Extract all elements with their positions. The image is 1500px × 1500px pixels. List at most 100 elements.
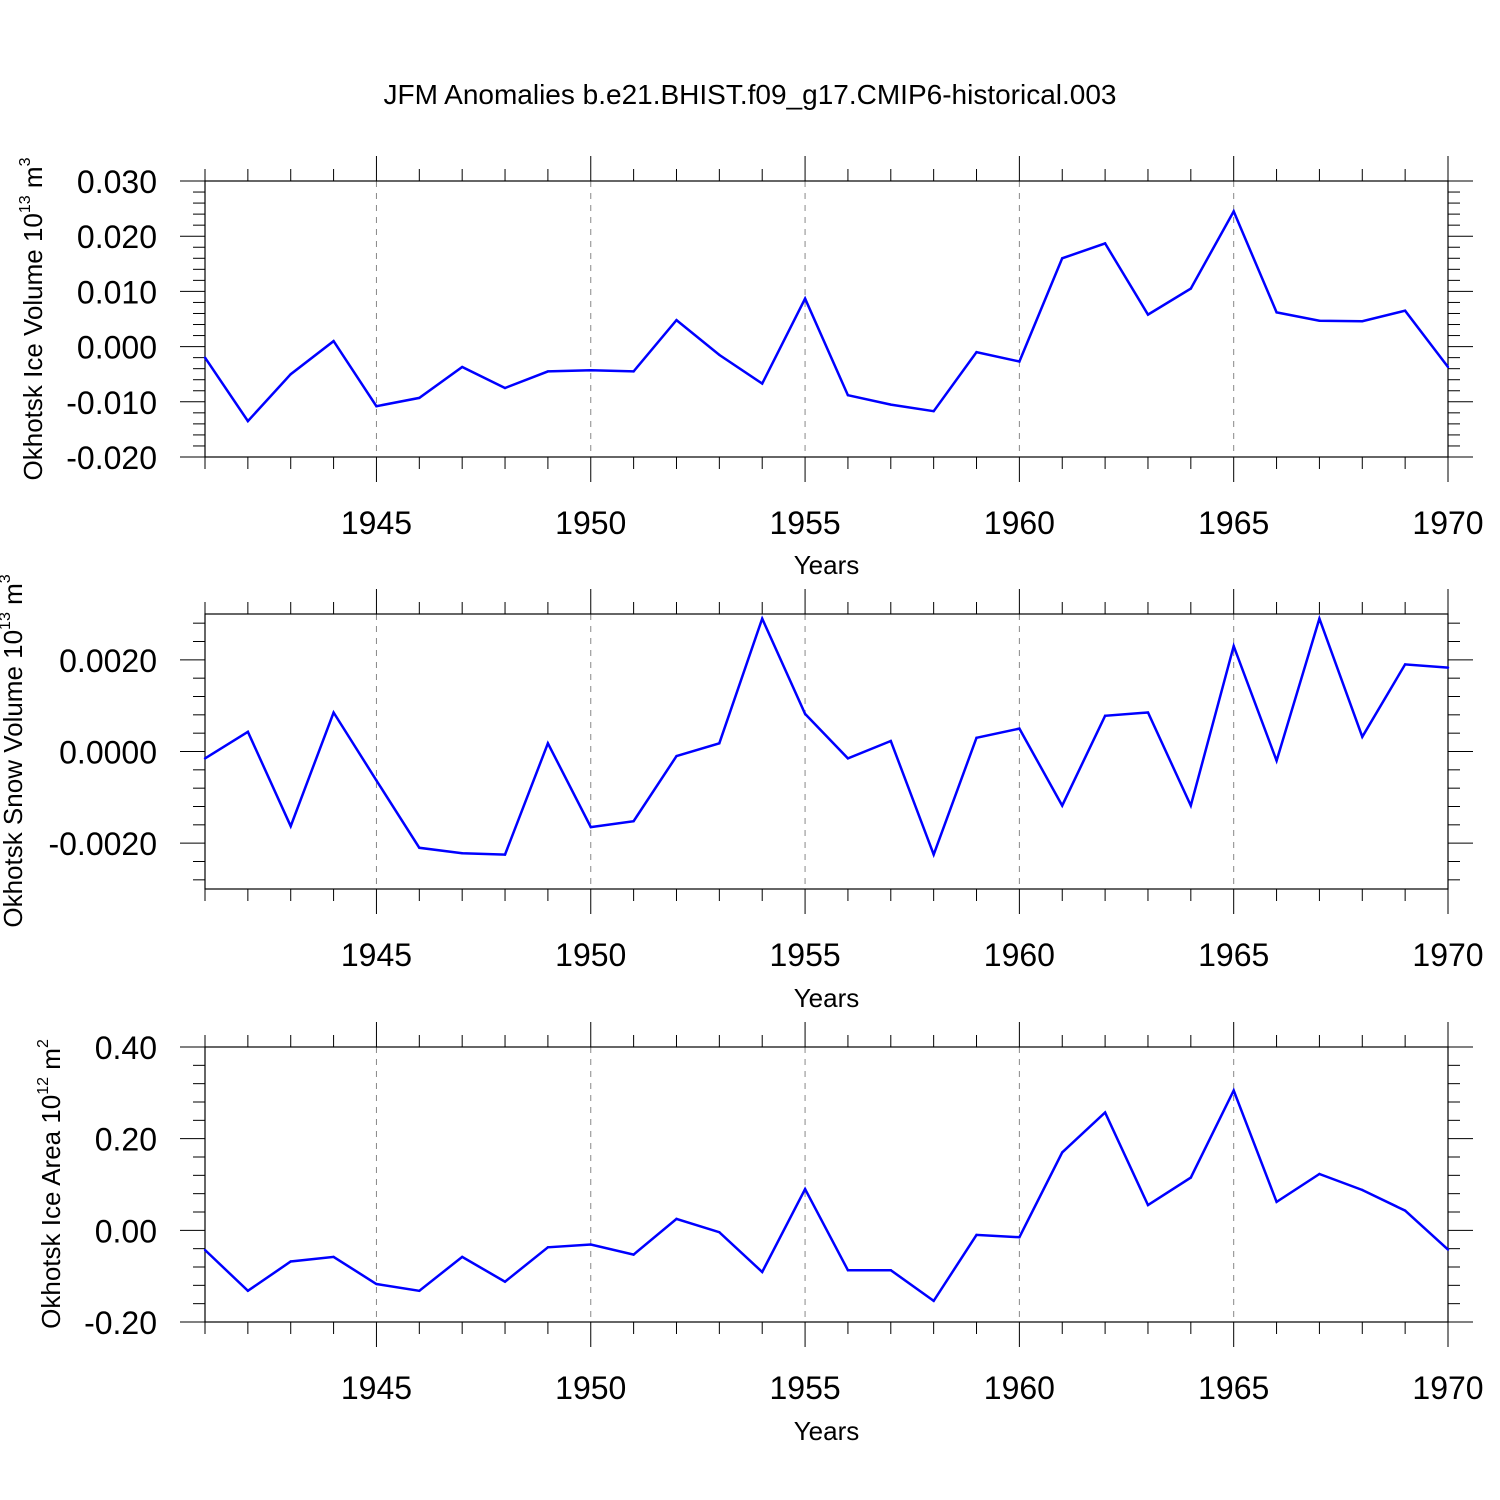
y-tick-label: 0.020 [77,219,157,255]
y-tick-label: 0.010 [77,274,157,310]
y-axis-label-text: Okhotsk Ice Area 10 [36,1095,66,1329]
data-point [418,1289,421,1293]
y-axis-label-text: Okhotsk Snow Volume 10 [0,630,28,928]
data-point [718,353,721,357]
data-point [546,1246,550,1249]
data-point [1275,759,1278,762]
data-point [1146,711,1150,714]
plot-frame [204,613,1449,890]
x-tick-label: 1970 [1412,937,1483,973]
data-point [332,1255,335,1259]
data-point [632,370,635,373]
data-point [803,297,807,300]
x-tick-label: 1960 [984,1370,1055,1406]
data-point [289,1260,292,1263]
plot-frame [204,180,1449,458]
data-point [1103,1111,1107,1114]
y-tick-label: -0.010 [66,385,157,421]
data-point [589,1243,592,1246]
x-tick-label: 1955 [769,1370,840,1406]
y-axis-label-unit-exponent: 3 [0,574,14,583]
data-point [975,1233,978,1237]
data-point [1146,1203,1150,1207]
data-point [803,1187,807,1191]
x-tick-label: 1970 [1412,1370,1483,1406]
y-axis-label: Okhotsk Ice Volume 1013 m3 [17,157,48,480]
data-point [589,825,592,829]
data-point [1061,804,1064,807]
data-point [1446,1248,1450,1251]
data-point [332,339,335,343]
data-point [1061,257,1064,260]
data-point [1189,287,1193,290]
data-point [546,370,550,373]
data-point [1275,311,1278,314]
data-point [889,739,892,743]
data-point [589,369,592,372]
data-point [718,1230,721,1234]
data-point [1103,242,1107,245]
y-tick-label: 0.0000 [59,735,157,771]
data-point [203,356,207,359]
data-point [503,853,507,856]
data-point [846,757,850,760]
y-tick-label: -0.0020 [48,826,157,862]
y-axis-label: Okhotsk Ice Area 1012 m2 [35,1039,66,1329]
data-point [1146,313,1150,316]
y-axis-label-unit-exponent: 3 [17,157,34,166]
data-point [846,393,850,397]
data-point [418,846,421,849]
y-axis-label-exponent: 13 [17,195,34,213]
x-tick-label: 1965 [1198,937,1269,973]
x-tick-label: 1945 [341,1370,412,1406]
x-tick-label: 1955 [769,505,840,541]
data-point [1103,714,1107,717]
data-point [246,730,250,733]
data-point [1318,617,1321,620]
data-point [375,405,378,408]
y-axis-label-text: Okhotsk Ice Volume 10 [18,213,48,480]
chart-panels: -0.020 -0.010 0.000 0.010 0.020 0.030 1945 1950… [0,156,1484,1446]
series-line-ice-volume [203,208,1449,424]
data-point [1232,1089,1235,1092]
data-point [761,1270,764,1274]
y-tick-label: 0.40 [95,1030,157,1066]
data-point [675,754,678,758]
data-point [1446,365,1450,369]
y-tick-label: 0.000 [77,330,157,366]
data-point [718,742,721,745]
data-point [503,386,507,390]
data-point [1018,1236,1021,1239]
x-tick-label: 1945 [341,505,412,541]
y-axis-label-exponent: 12 [35,1077,52,1095]
data-point [632,819,635,823]
x-tick-label: 1950 [555,1370,626,1406]
data-point [1189,804,1193,807]
x-axis-label: Years [794,550,860,580]
data-point [1361,735,1364,739]
data-point [1061,1151,1064,1154]
x-tick-label: 1945 [341,937,412,973]
data-point [203,757,207,760]
chart-ice-area: -0.20 0.00 0.20 0.40 1945 1950 1955 1960 1965 197… [35,1022,1484,1446]
data-point [761,382,764,385]
data-point [375,1282,378,1286]
data-point [675,1217,678,1221]
data-point [932,409,935,413]
data-point [546,742,550,745]
series-line-snow-volume [204,614,1449,859]
data-point [1318,319,1321,322]
y-axis-label-unit: m [0,583,28,612]
data-point [1275,1200,1278,1204]
y-tick-label: 0.20 [95,1122,157,1158]
x-tick-label: 1965 [1198,505,1269,541]
plot-frame [204,1046,1449,1323]
data-point [889,403,892,406]
data-point [889,1269,892,1272]
y-axis-label-exponent: 13 [0,612,14,630]
y-axis-label-unit-exponent: 2 [35,1039,52,1048]
data-point [975,736,978,739]
data-point [375,779,378,782]
data-point [632,1253,635,1256]
